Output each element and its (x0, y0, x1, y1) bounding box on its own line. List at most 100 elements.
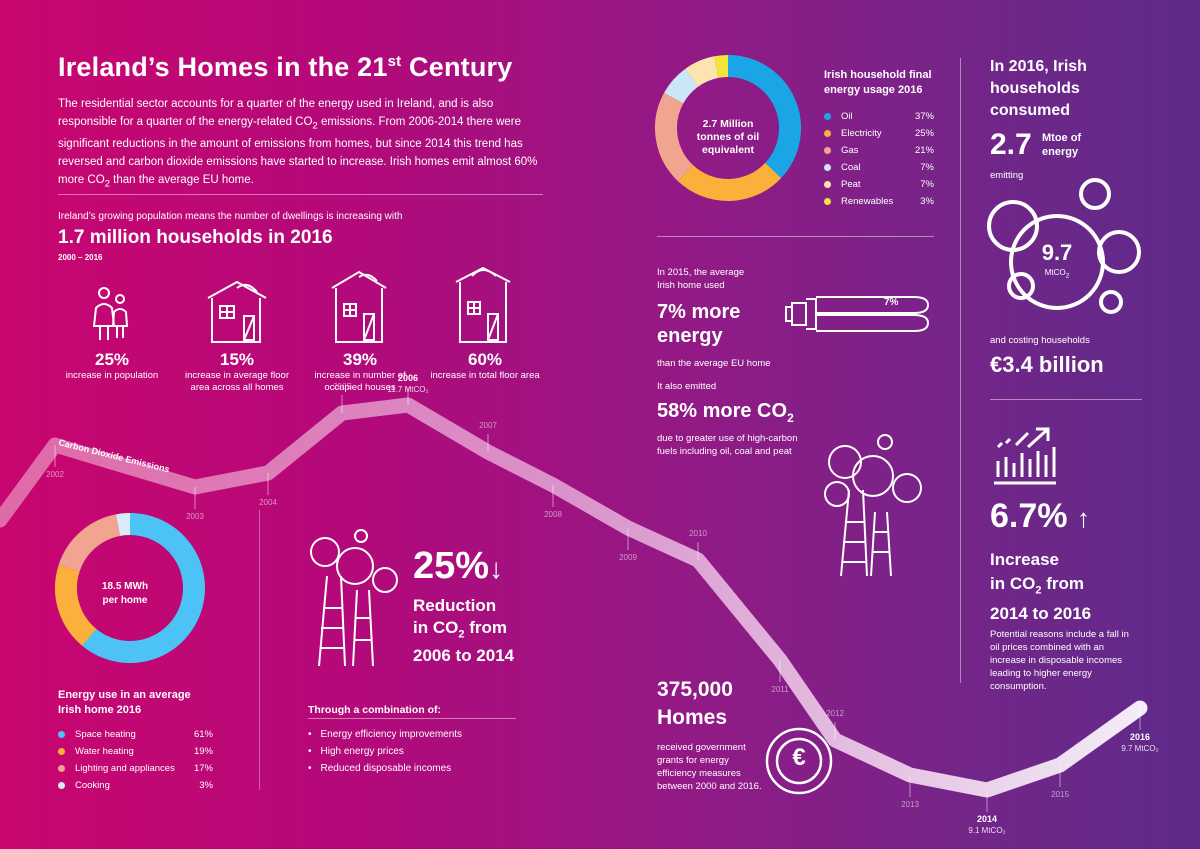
year-label: 2016 (1130, 732, 1150, 742)
emissions-series-line (0, 397, 1148, 798)
home-energy-center: 18.5 MWh per home (101, 581, 149, 606)
page-title: Ireland’s Homes in the 21st Century (58, 52, 513, 82)
stat-total-floor-area: 60% increase in total floor area (430, 350, 540, 381)
legend-row: Peat 7% (824, 176, 934, 193)
legend-value: 3% (199, 780, 213, 791)
households-headline: 1.7 million households in 2016 (58, 227, 333, 248)
legend-label: Peat (841, 179, 861, 190)
mtoe-unit: Mtoe of energy (1042, 132, 1082, 158)
legend-swatch (824, 198, 831, 205)
legend-swatch (58, 748, 65, 755)
legend-value: 37% (914, 111, 934, 122)
year-label: 2012 (826, 709, 844, 718)
chimney-smoke-icon (310, 529, 398, 667)
combination-list: Energy efficiency improvements High ener… (308, 726, 463, 777)
donut-segment-cooking (115, 513, 131, 536)
co2-cloud-icon (987, 178, 1141, 314)
data-label: 9.7 MtCO₂ (1121, 744, 1158, 753)
co2-unit: MtCO2 (1044, 268, 1070, 280)
legend-label: Gas (841, 145, 859, 156)
legend-label: Cooking (75, 780, 110, 791)
legend-value: 7% (920, 179, 934, 190)
year-label: 2003 (186, 512, 204, 521)
grants-value: 375,000 Homes (657, 678, 733, 729)
legend-label: Lighting and appliances (75, 763, 175, 774)
year-label: 2009 (619, 553, 637, 562)
year-label: 2014 (977, 814, 997, 824)
year-label: 2013 (901, 800, 919, 809)
house-icon (331, 270, 387, 343)
legend-label: Water heating (75, 746, 134, 757)
grants-desc: received government grants for energy ef… (657, 742, 762, 792)
combination-title: Through a combination of: (308, 704, 441, 716)
legend-swatch (824, 147, 831, 154)
year-label: 2004 (259, 498, 277, 507)
donut-segment-lighting-and-appliances (58, 514, 121, 573)
intro-text: The residential sector accounts for a qu… (58, 98, 538, 190)
year-label: 2007 (479, 421, 497, 430)
home-energy-title: Energy use in an average Irish home 2016 (58, 689, 191, 716)
family-icon (92, 287, 129, 340)
legend-value: 21% (914, 145, 934, 156)
donut-segment-coal (664, 68, 699, 104)
increase-text: Increase in CO2 from 2014 to 2016 (990, 550, 1092, 624)
eu-lead: In 2015, the average Irish home used (657, 267, 745, 291)
legend-value: 17% (193, 763, 213, 774)
donut-segment-renewables (714, 55, 729, 78)
year-label: 2006 (398, 373, 418, 383)
reduction-text: Reduction in CO2 from 2006 to 2014 (413, 596, 515, 666)
legend-swatch (824, 164, 831, 171)
donut-segment-oil (727, 55, 801, 178)
legend-row: Coal 7% (824, 159, 934, 176)
legend-swatch (824, 113, 831, 120)
vertical-divider (259, 510, 260, 790)
legend-swatch (58, 782, 65, 789)
legend-value: 61% (193, 729, 213, 740)
donut-segment-electricity (678, 162, 782, 201)
eu-also: It also emitted (657, 381, 717, 392)
increase-reasons: Potential reasons include a fall in oil … (990, 629, 1129, 692)
legend-value: 25% (914, 128, 934, 139)
legend-row: Lighting and appliances 17% (58, 760, 213, 777)
cost-value: €3.4 billion (990, 352, 1104, 377)
list-item: High energy prices (308, 743, 462, 760)
final-usage-donut (655, 55, 801, 201)
final-usage-title: Irish household final energy usage 2016 (824, 69, 932, 96)
legend-label: Space heating (75, 729, 136, 740)
eu-energy-headline: 7% more energy (657, 301, 741, 347)
euro-coin-icon (765, 727, 833, 795)
legend-swatch (824, 130, 831, 137)
trend-chart-icon (994, 427, 1056, 485)
legend-swatch (58, 731, 65, 738)
costing-label: and costing households (990, 335, 1090, 346)
year-label: 2015 (1051, 790, 1069, 799)
year-label: 2005 (333, 382, 351, 391)
donut-segment-peat (685, 56, 719, 88)
mtoe-value: 2.7 (990, 128, 1032, 161)
eu-co2-headline: 58% more CO2 (657, 400, 794, 425)
donut-segment-space-heating (82, 513, 205, 663)
house-icon (207, 280, 267, 343)
year-label: 2008 (544, 510, 562, 519)
divider (58, 194, 543, 195)
data-label: 9.1 MtCO₂ (968, 826, 1005, 835)
divider (308, 718, 516, 719)
right-intro: In 2016, Irish households consumed (990, 58, 1087, 119)
year-label: 2010 (689, 529, 707, 538)
divider (657, 236, 934, 237)
reduction-value: 25%↓ (413, 545, 504, 587)
house-icon (455, 266, 511, 343)
bulb-label: 7% (884, 297, 899, 308)
households-lead: Ireland’s growing population means the n… (58, 211, 403, 222)
euro-glyph: € (792, 744, 806, 771)
legend-row: Electricity 25% (824, 125, 934, 142)
list-item: Energy efficiency improvements (308, 726, 463, 743)
legend-value: 7% (920, 162, 934, 173)
legend-value: 3% (920, 196, 934, 207)
legend-label: Electricity (841, 128, 882, 139)
legend-label: Oil (841, 111, 853, 122)
legend-row: Renewables 3% (824, 193, 934, 210)
households-period: 2000 – 2016 (58, 253, 103, 262)
legend-value: 19% (193, 746, 213, 757)
